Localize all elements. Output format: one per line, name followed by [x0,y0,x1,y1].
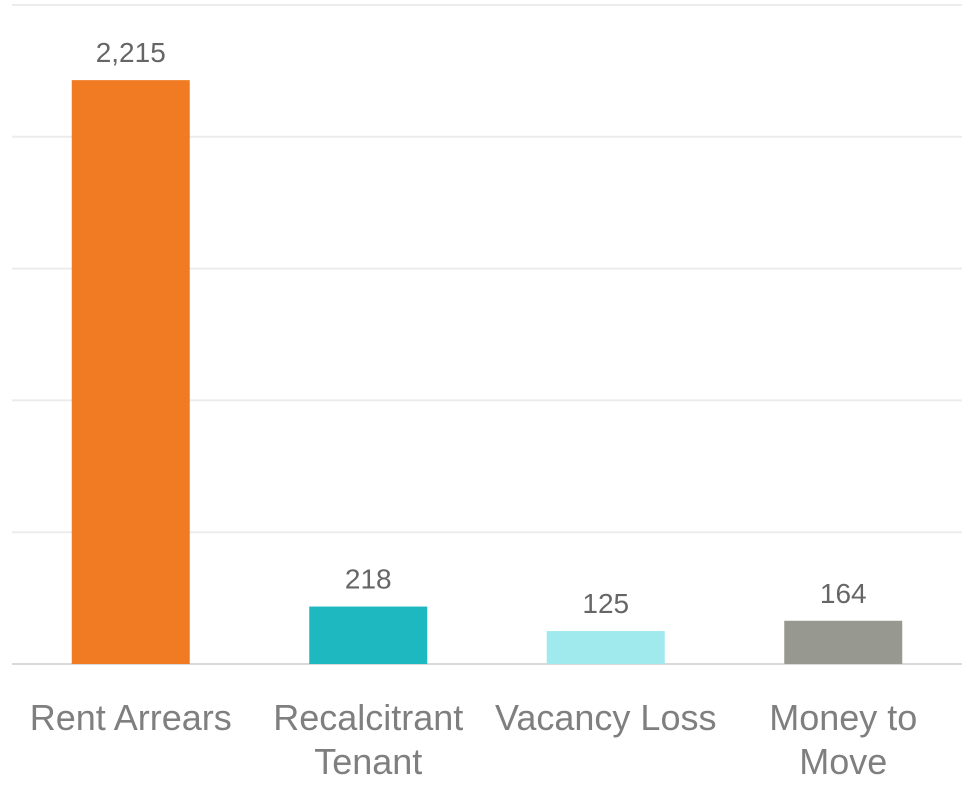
value-label: 2,215 [96,37,166,68]
value-label: 164 [820,578,867,609]
x-tick-label: Money to Move [769,697,918,782]
bar [546,631,665,664]
x-tick-label: Recalcitrant Tenant [273,697,464,782]
bar [784,620,903,664]
value-label: 125 [582,588,629,619]
x-tick-label: Vacancy Loss [495,697,717,738]
bar [71,80,190,665]
bar [309,606,428,664]
value-label: 218 [345,564,392,595]
x-tick-label: Rent Arrears [29,697,232,738]
